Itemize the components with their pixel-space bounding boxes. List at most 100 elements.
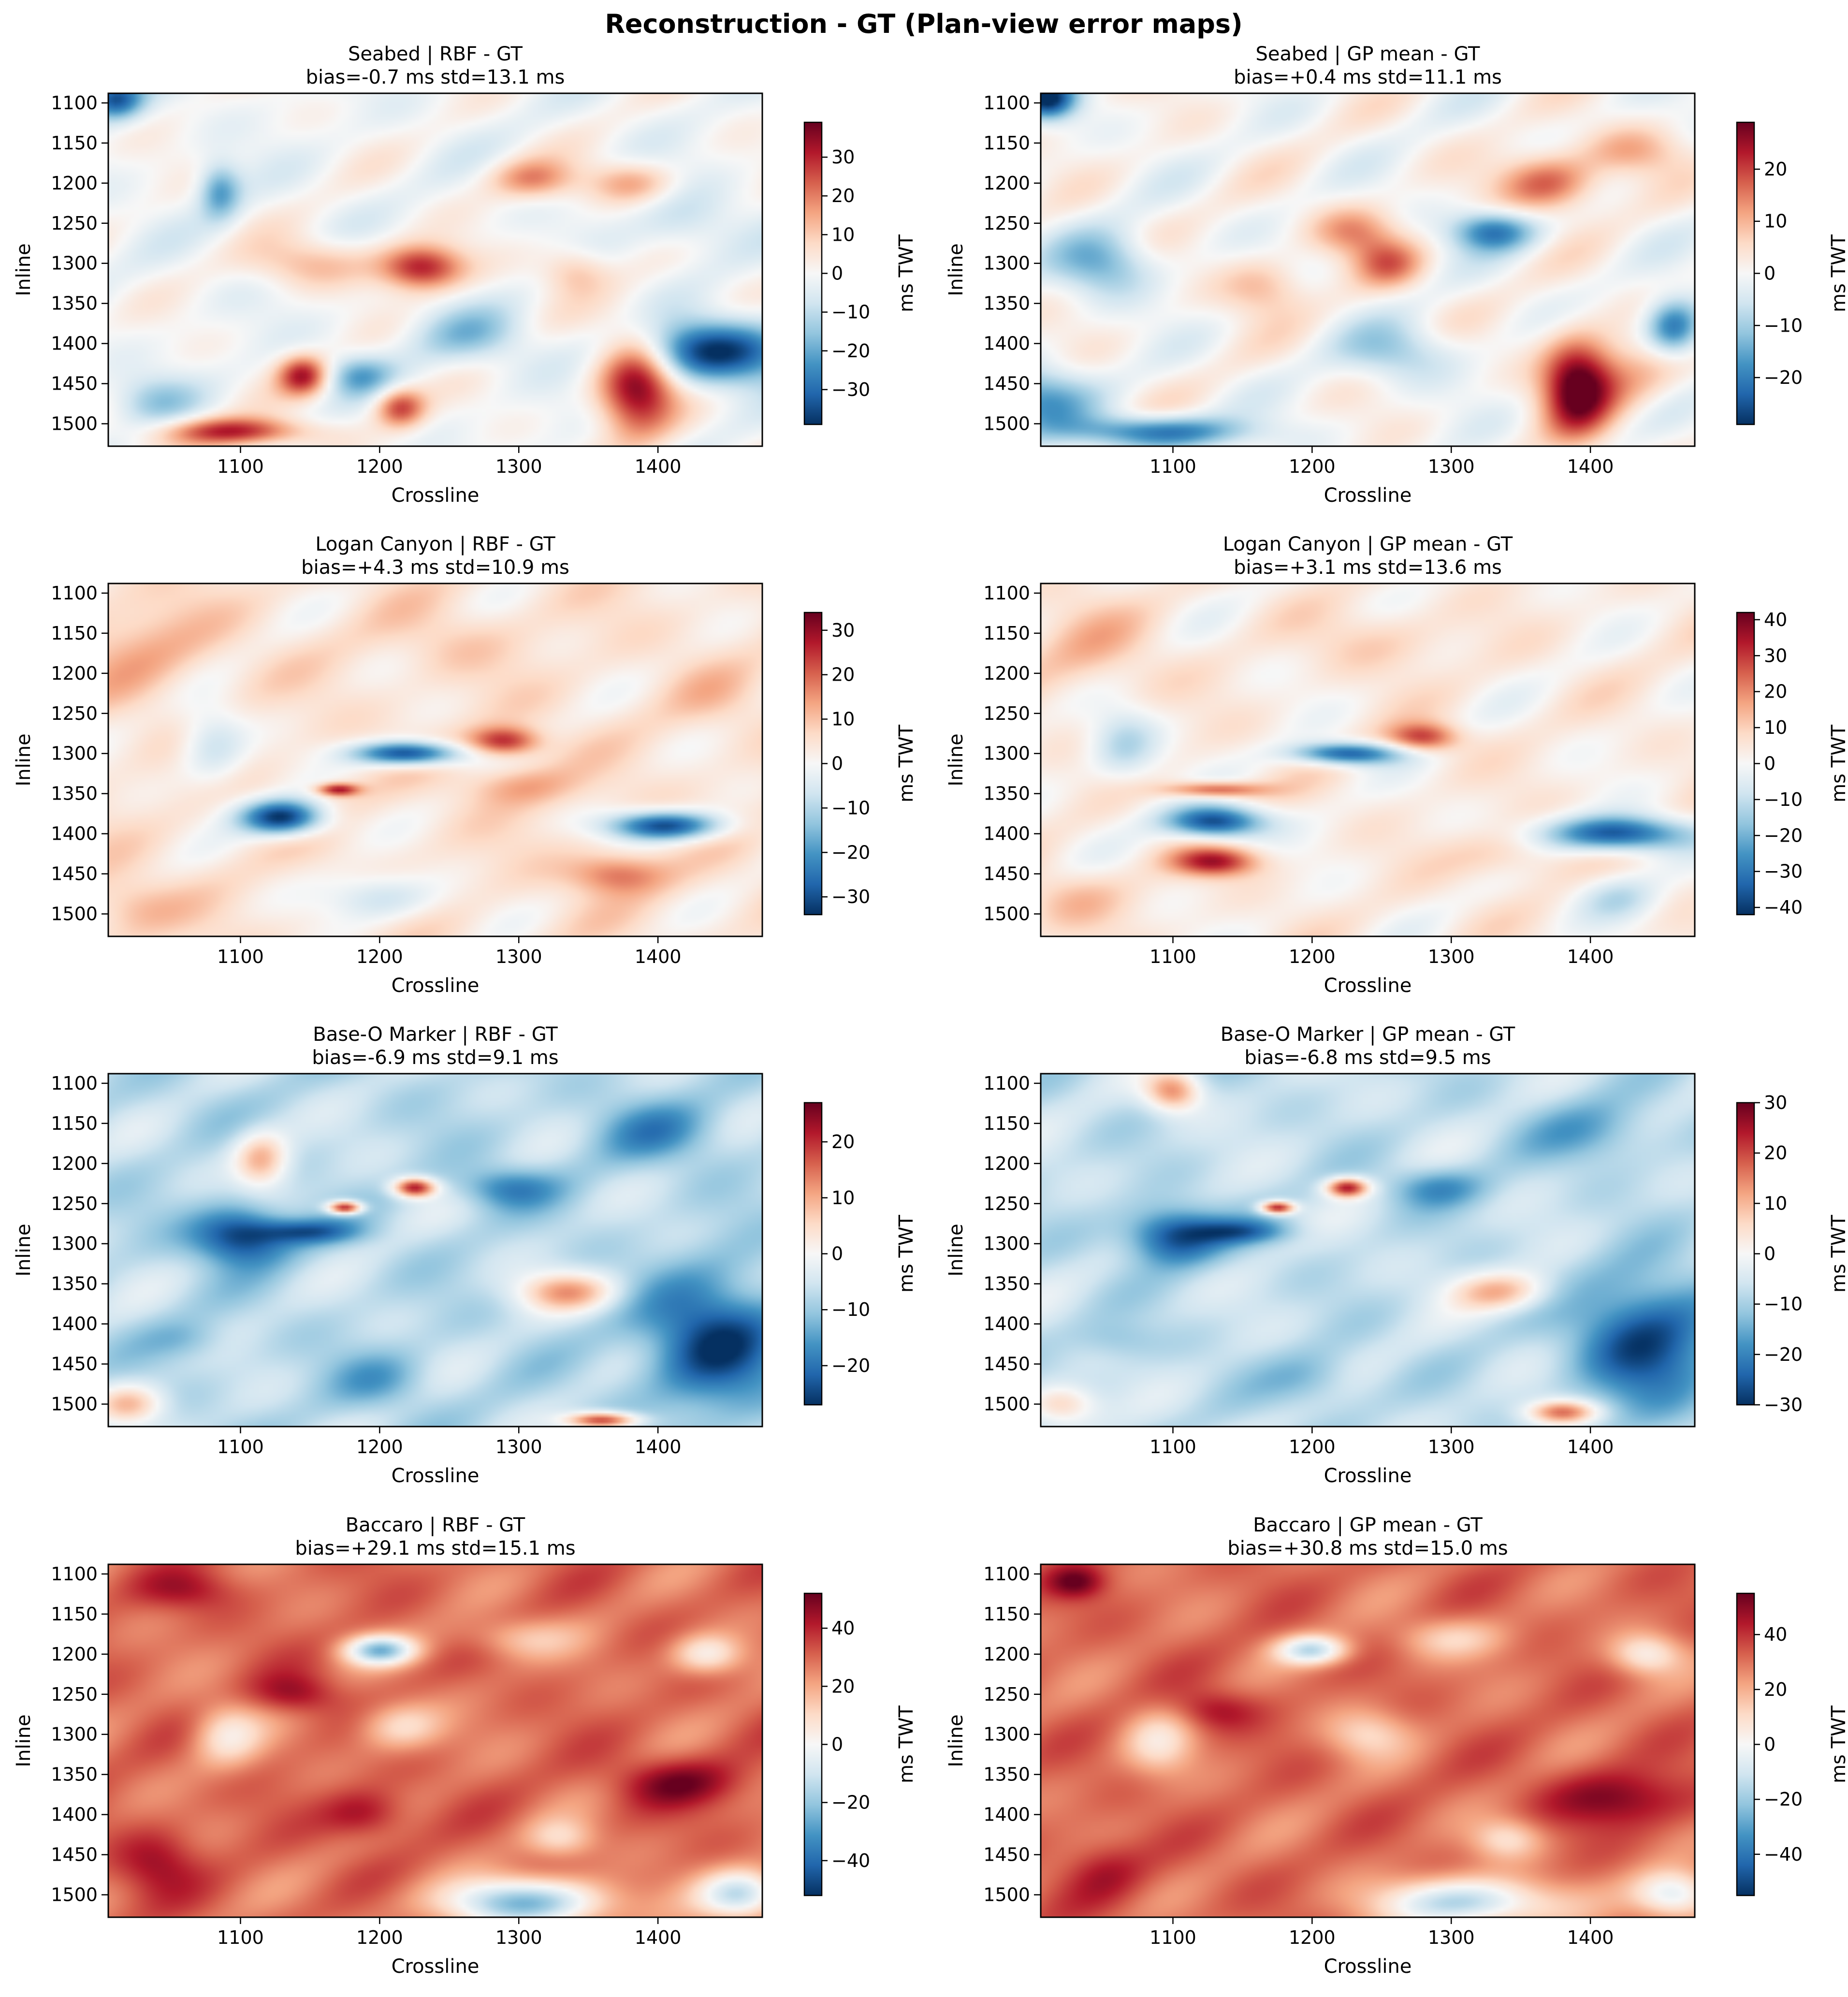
x-tick-label: 1100 xyxy=(217,1927,264,1948)
colorbar-tick-label: 20 xyxy=(1764,1679,1787,1700)
heatmap-image xyxy=(1041,583,1695,936)
colorbar-tick-label: −30 xyxy=(831,379,870,400)
colorbar-tick-label: 20 xyxy=(831,1676,855,1697)
y-tick-label: 1200 xyxy=(983,1153,1030,1174)
colorbar-tick-label: 30 xyxy=(831,620,855,641)
colorbar-tick-label: 40 xyxy=(1764,1624,1787,1645)
colorbar-tick-label: −10 xyxy=(831,797,870,818)
y-tick-label: 1450 xyxy=(983,863,1030,885)
y-tick-label: 1150 xyxy=(983,623,1030,644)
y-tick-label: 1500 xyxy=(51,1394,98,1415)
colorbar xyxy=(1736,1592,1755,1896)
x-tick-label: 1300 xyxy=(495,1436,542,1458)
x-axis-label: Crossline xyxy=(392,484,480,507)
x-axis-label: Crossline xyxy=(392,1955,480,1978)
x-axis-label: Crossline xyxy=(1324,975,1412,997)
y-tick-label: 1350 xyxy=(983,783,1030,804)
y-tick-label: 1500 xyxy=(983,1394,1030,1415)
colorbar-tick-label: −40 xyxy=(1764,1844,1803,1865)
x-tick-label: 1400 xyxy=(1567,946,1614,967)
x-tick-label: 1300 xyxy=(495,456,542,477)
y-tick-label: 1200 xyxy=(51,173,98,194)
y-tick-label: 1100 xyxy=(983,92,1030,114)
axes-frame xyxy=(1040,92,1696,447)
x-tick-label: 1400 xyxy=(1567,1927,1614,1948)
colorbar xyxy=(803,612,823,916)
panel-stats: bias=-0.7 ms std=13.1 ms xyxy=(306,66,565,88)
x-tick-label: 1300 xyxy=(1428,456,1475,477)
y-tick-label: 1300 xyxy=(51,253,98,274)
y-tick-label: 1200 xyxy=(983,663,1030,684)
x-tick-label: 1100 xyxy=(217,456,264,477)
y-tick-label: 1200 xyxy=(51,1644,98,1665)
heatmap-image xyxy=(108,93,762,446)
y-tick-label: 1150 xyxy=(51,623,98,644)
y-tick-label: 1150 xyxy=(51,132,98,154)
y-axis-label: Inline xyxy=(13,1224,35,1276)
x-tick-label: 1400 xyxy=(1567,1436,1614,1458)
y-tick-label: 1250 xyxy=(983,703,1030,724)
y-axis-label: Inline xyxy=(13,243,35,296)
y-tick-label: 1450 xyxy=(983,1354,1030,1375)
y-tick-label: 1150 xyxy=(983,132,1030,154)
y-tick-label: 1200 xyxy=(983,173,1030,194)
colorbar xyxy=(1736,121,1755,425)
y-tick-label: 1200 xyxy=(51,1153,98,1174)
y-tick-label: 1400 xyxy=(983,1313,1030,1335)
panel-stats: bias=+3.1 ms std=13.6 ms xyxy=(1234,556,1502,579)
colorbar-label: ms TWT xyxy=(1828,724,1848,802)
y-tick-label: 1500 xyxy=(983,904,1030,925)
colorbar-tick-label: 20 xyxy=(1764,681,1787,702)
colorbar xyxy=(803,121,823,425)
y-tick-label: 1350 xyxy=(51,783,98,804)
heatmap-image xyxy=(1041,93,1695,446)
colorbar-tick-label: 0 xyxy=(1764,263,1775,284)
colorbar-label: ms TWT xyxy=(1828,234,1848,312)
colorbar-tick-label: 0 xyxy=(1764,753,1775,774)
x-axis-label: Crossline xyxy=(1324,1955,1412,1978)
x-tick-label: 1200 xyxy=(1289,1927,1336,1948)
x-tick-label: 1100 xyxy=(1150,1927,1196,1948)
panel-stats: bias=+29.1 ms std=15.1 ms xyxy=(295,1537,575,1560)
x-tick-label: 1400 xyxy=(635,946,682,967)
panel-stats: bias=+4.3 ms std=10.9 ms xyxy=(301,556,569,579)
colorbar-tick-label: 20 xyxy=(1764,1142,1787,1164)
x-tick-label: 1300 xyxy=(495,1927,542,1948)
colorbar-tick-label: 0 xyxy=(1764,1243,1775,1265)
colorbar-tick-label: 0 xyxy=(831,1734,843,1755)
y-tick-label: 1450 xyxy=(983,1844,1030,1866)
colorbar-tick-label: −40 xyxy=(1764,897,1803,918)
y-tick-label: 1450 xyxy=(51,1354,98,1375)
y-tick-label: 1500 xyxy=(51,413,98,435)
y-axis-label: Inline xyxy=(945,1224,967,1276)
axes-frame xyxy=(107,1073,763,1428)
colorbar xyxy=(1736,1102,1755,1406)
colorbar-tick-label: −20 xyxy=(1764,1789,1803,1810)
x-tick-label: 1200 xyxy=(356,946,403,967)
y-tick-label: 1350 xyxy=(983,1764,1030,1785)
colorbar-tick-label: −30 xyxy=(1764,861,1803,882)
colorbar xyxy=(803,1592,823,1896)
colorbar-tick-label: 10 xyxy=(1764,717,1787,738)
colorbar-tick-label: 10 xyxy=(1764,1193,1787,1214)
colorbar-tick-label: 0 xyxy=(831,1243,843,1265)
x-tick-label: 1300 xyxy=(1428,1436,1475,1458)
y-tick-label: 1250 xyxy=(51,1684,98,1705)
y-axis-label: Inline xyxy=(945,243,967,296)
y-tick-label: 1500 xyxy=(51,904,98,925)
colorbar-tick-label: 10 xyxy=(831,709,855,730)
y-tick-label: 1300 xyxy=(983,1233,1030,1254)
y-tick-label: 1350 xyxy=(51,293,98,314)
colorbar-tick-label: 30 xyxy=(1764,1092,1787,1113)
y-tick-label: 1350 xyxy=(51,1764,98,1785)
x-tick-label: 1200 xyxy=(356,456,403,477)
x-tick-label: 1100 xyxy=(1150,456,1196,477)
colorbar-tick-label: −10 xyxy=(831,1299,870,1320)
x-tick-label: 1100 xyxy=(217,1436,264,1458)
colorbar-tick-label: −10 xyxy=(1764,789,1803,810)
y-tick-label: 1200 xyxy=(51,663,98,684)
y-tick-label: 1450 xyxy=(51,863,98,885)
